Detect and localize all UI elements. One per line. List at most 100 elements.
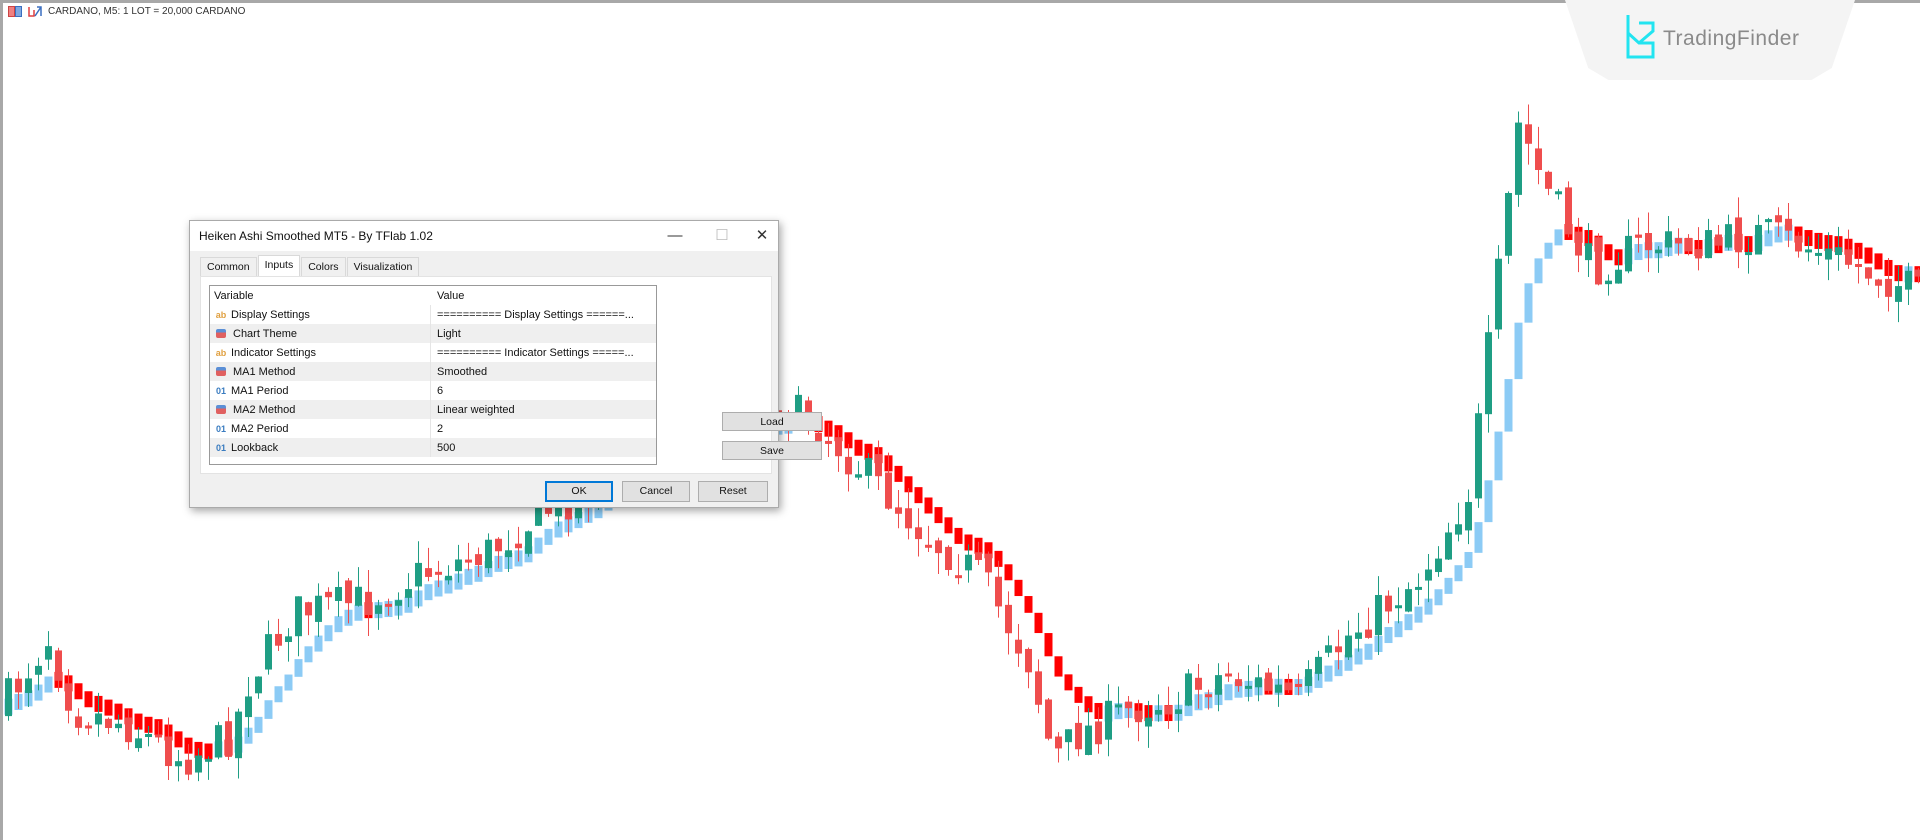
smoothed-ha-bar	[324, 625, 333, 642]
candle-body	[335, 586, 342, 601]
value-cell[interactable]: ========== Indicator Settings =====...	[437, 346, 634, 359]
save-button[interactable]: Save	[722, 441, 822, 460]
candle-body	[965, 554, 972, 571]
smoothed-ha-bar	[1484, 480, 1493, 523]
smoothed-ha-bar	[444, 577, 453, 594]
candle-body	[1215, 675, 1222, 695]
smoothed-ha-bar	[284, 674, 293, 691]
variable-cell: MA2 Method	[210, 400, 431, 419]
candle-body	[975, 552, 982, 560]
candle-body	[1605, 280, 1612, 285]
candle-body	[875, 454, 882, 477]
candle-body	[855, 474, 862, 478]
value-cell[interactable]: Smoothed	[437, 365, 488, 378]
candle-body	[1625, 235, 1632, 272]
candle-body	[45, 646, 52, 660]
header-variable[interactable]: Variable	[214, 289, 254, 302]
minimize-button[interactable]: —	[667, 227, 683, 244]
value-cell[interactable]: 2	[437, 422, 444, 435]
candle-body	[1685, 237, 1692, 252]
table-row[interactable]: Chart Theme Light	[210, 324, 656, 343]
smoothed-ha-bar	[274, 686, 283, 703]
value-cell[interactable]: ========== Display Settings ======...	[437, 308, 634, 321]
candle-body	[1155, 709, 1162, 715]
dialog-title: Heiken Ashi Smoothed MT5 - By TFlab 1.02	[199, 229, 433, 243]
candle-body	[825, 440, 832, 444]
candle-body	[1895, 286, 1902, 302]
smoothed-ha-bar	[554, 521, 563, 538]
candle-body	[1655, 249, 1662, 254]
candle-body	[1105, 700, 1112, 740]
inputs-table: Variable Value ab Display Settings =======…	[209, 285, 657, 465]
smoothed-ha-bar	[424, 584, 433, 601]
candle-body	[165, 736, 172, 767]
candle-body	[215, 725, 222, 758]
smoothed-ha-bar	[334, 616, 343, 633]
smoothed-ha-bar	[1054, 656, 1063, 677]
candle-body	[1875, 279, 1882, 286]
indicator-icon[interactable]	[28, 6, 42, 17]
variable-cell: 01 MA2 Period	[210, 419, 431, 438]
tab-common[interactable]: Common	[200, 257, 257, 277]
chart-symbol-header: CARDANO, M5: 1 LOT = 20,000 CARDANO	[8, 6, 245, 17]
table-row[interactable]: MA1 Method Smoothed	[210, 362, 656, 381]
load-button[interactable]: Load	[722, 412, 822, 431]
value-cell[interactable]: 6	[437, 384, 444, 397]
value-cell[interactable]: Light	[437, 327, 461, 340]
tab-visualization[interactable]: Visualization	[346, 257, 420, 277]
candle-body	[495, 538, 502, 552]
candle-body	[415, 562, 422, 587]
smoothed-ha-bar	[1344, 654, 1353, 671]
table-row[interactable]: 01 Lookback 500	[210, 438, 656, 457]
candle-body	[1615, 269, 1622, 284]
variable-name: Chart Theme	[233, 327, 297, 340]
smoothed-ha-bar	[1074, 686, 1083, 703]
candle-body	[485, 539, 492, 569]
logo-text: TradingFinder	[1663, 27, 1800, 50]
candle-body	[1755, 224, 1762, 255]
value-cell[interactable]: 500	[437, 441, 456, 454]
table-row[interactable]: 01 MA1 Period 6	[210, 381, 656, 400]
candle-body	[315, 595, 322, 622]
smoothed-ha-bar	[1064, 674, 1073, 691]
candle-body	[1325, 645, 1332, 653]
candle-body	[1005, 604, 1012, 634]
variable-cell: MA1 Method	[210, 362, 431, 381]
tab-inputs[interactable]: Inputs	[257, 255, 301, 277]
candle-body	[945, 546, 952, 571]
table-row[interactable]: MA2 Method Linear weighted	[210, 400, 656, 419]
candle-body	[1745, 252, 1752, 256]
smoothed-ha-bar	[1384, 627, 1393, 644]
table-row[interactable]: 01 MA2 Period 2	[210, 419, 656, 438]
candle-body	[905, 508, 912, 529]
candle-body	[15, 678, 22, 693]
inputs-panel: Variable Value ab Display Settings =======…	[200, 276, 822, 474]
smoothed-ha-bar	[1554, 229, 1563, 246]
reset-button[interactable]: Reset	[698, 481, 768, 502]
candle-body	[1515, 122, 1522, 195]
string-type-icon: ab	[215, 347, 227, 358]
candle-body	[475, 554, 482, 565]
candle-body	[1045, 699, 1052, 739]
cancel-button[interactable]: Cancel	[622, 481, 690, 502]
table-row[interactable]: ab Display Settings ========== Display Set…	[210, 305, 656, 324]
smoothed-ha-bar	[944, 517, 953, 534]
candle-body	[1395, 605, 1402, 609]
candle-body	[355, 586, 362, 606]
header-value[interactable]: Value	[437, 289, 465, 302]
tab-colors[interactable]: Colors	[301, 257, 346, 277]
candle-body	[235, 711, 242, 759]
value-cell[interactable]: Linear weighted	[437, 403, 515, 416]
smoothed-ha-bar	[1434, 589, 1443, 606]
table-row[interactable]: ab Indicator Settings ========== Indicator…	[210, 343, 656, 362]
one-click-trading-icon[interactable]	[8, 6, 22, 17]
candle-body	[1475, 413, 1482, 499]
candle-body	[1845, 249, 1852, 265]
smoothed-ha-bar	[1504, 379, 1513, 432]
dialog-titlebar[interactable]: Heiken Ashi Smoothed MT5 - By TFlab 1.02…	[190, 221, 778, 251]
close-button[interactable]: ✕	[755, 227, 769, 244]
ok-button[interactable]: OK	[545, 481, 613, 502]
smoothed-ha-bar	[1864, 247, 1873, 264]
candle-body	[75, 716, 82, 728]
maximize-button[interactable]: ☐	[715, 227, 729, 244]
